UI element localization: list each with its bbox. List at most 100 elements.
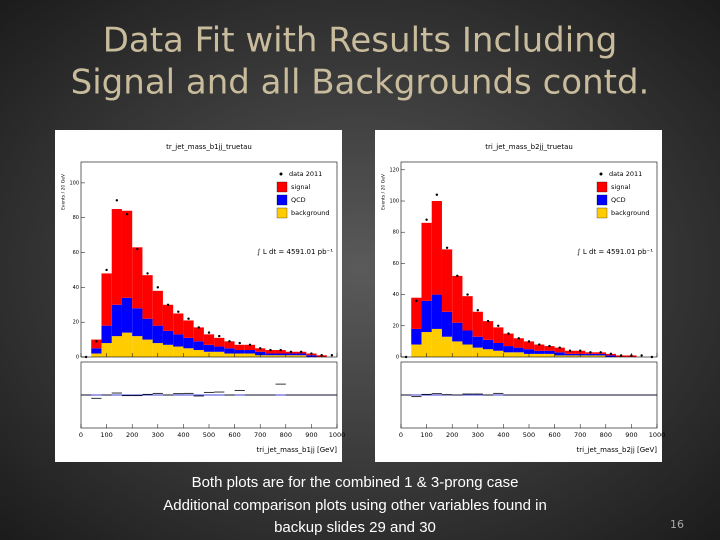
histogram-bar	[173, 334, 184, 347]
histogram-bar	[544, 350, 555, 354]
histogram-bar	[564, 353, 576, 356]
y-tick-label: 60	[393, 261, 399, 267]
data-point	[279, 348, 282, 352]
data-point	[466, 293, 469, 296]
histogram-bar	[132, 247, 143, 309]
legend-swatch	[596, 207, 608, 219]
data-point	[548, 344, 551, 348]
histogram-bar	[162, 304, 174, 331]
caption: backup slides 29 and 30	[274, 519, 436, 536]
x-tick-label: 300	[152, 431, 164, 439]
histogram-bar	[203, 344, 215, 352]
histogram-bar	[595, 353, 606, 356]
legend-swatch	[276, 181, 288, 193]
histogram-bar	[534, 350, 545, 354]
histogram-bar	[605, 355, 617, 357]
data-point	[228, 340, 231, 343]
plot-panel	[55, 130, 342, 462]
x-tick-label: 200	[446, 431, 458, 439]
histogram-bar	[544, 353, 555, 357]
histogram-bar	[265, 353, 276, 356]
histogram-bar	[142, 275, 153, 319]
data-point	[640, 354, 643, 357]
histogram-bar	[214, 351, 225, 357]
legend-label: background	[291, 209, 329, 217]
histogram-bar	[91, 348, 102, 354]
data-point	[187, 317, 190, 320]
histogram-bar	[564, 350, 576, 354]
histogram-bar	[132, 336, 143, 357]
y-tick-label: 80	[393, 230, 399, 236]
data-point	[105, 268, 108, 272]
histogram-bar	[121, 297, 133, 333]
data-point	[619, 354, 623, 357]
legend-swatch	[596, 194, 608, 206]
histogram-bar	[285, 355, 297, 357]
histogram-bar	[234, 344, 245, 351]
y-tick-label: 60	[73, 250, 79, 256]
data-point	[146, 272, 149, 275]
histogram-bar	[255, 348, 266, 352]
histogram-bar	[441, 311, 453, 337]
histogram-bar	[193, 327, 204, 342]
data-point	[95, 340, 98, 343]
histogram-bar	[183, 348, 194, 357]
caption: Additional comparison plots using other …	[163, 497, 547, 514]
histogram-bar	[513, 352, 524, 357]
x-tick-label: 600	[228, 431, 240, 439]
histogram-bar	[534, 344, 545, 351]
legend-label: QCD	[291, 196, 306, 204]
data-point	[218, 334, 221, 338]
data-point	[517, 337, 520, 340]
data-point	[568, 349, 572, 352]
slide-title: Data Fit with Results Including	[103, 21, 618, 61]
histogram-bar	[152, 325, 163, 344]
histogram-bar	[503, 352, 514, 357]
data-point	[445, 246, 449, 249]
histogram-bar	[523, 349, 535, 354]
histogram-bar	[513, 347, 524, 353]
y-tick-label: 80	[73, 215, 79, 221]
data-point	[115, 199, 119, 202]
y-tick-label: 120	[389, 167, 399, 173]
x-tick-label: 700	[254, 431, 266, 439]
histogram-bar	[523, 341, 535, 350]
histogram-bar	[431, 294, 442, 329]
x-tick-label: 600	[548, 431, 560, 439]
histogram-bar	[452, 341, 463, 357]
data-point	[456, 274, 459, 278]
y-tick-label: 100	[389, 199, 399, 205]
histogram-bar	[421, 300, 432, 333]
histogram-bar	[296, 353, 307, 356]
histogram-bar	[132, 308, 143, 337]
histogram-bar	[462, 296, 473, 331]
histogram-bar	[441, 249, 453, 312]
histogram-bar	[121, 332, 133, 357]
data-point	[166, 303, 170, 306]
legend-marker	[279, 172, 283, 176]
histogram-bar	[421, 222, 432, 301]
histogram-bar	[275, 353, 286, 356]
histogram-bar	[513, 338, 524, 348]
histogram-bar	[234, 353, 245, 357]
histogram-bar	[173, 313, 184, 335]
data-point	[538, 343, 541, 346]
histogram-bar	[142, 318, 153, 340]
histogram-bar	[244, 350, 256, 354]
legend-swatch	[596, 181, 608, 193]
plot-title: tri_jet_mass_b2jj_truetau	[485, 143, 573, 151]
y-tick-label: 20	[73, 320, 79, 326]
x-tick-label: 800	[280, 431, 292, 439]
histogram-bar	[101, 325, 112, 344]
x-tick-label: 400	[177, 431, 189, 439]
legend-label: QCD	[611, 196, 626, 204]
x-tick-label: 800	[600, 431, 612, 439]
y-tick-label: 20	[393, 323, 399, 329]
histogram-bar	[183, 337, 194, 349]
histogram-bar	[431, 201, 442, 295]
page-number: 16	[670, 518, 684, 531]
x-tick-label: 900	[625, 431, 637, 439]
data-point	[197, 326, 200, 329]
legend-label: data 2011	[289, 170, 322, 178]
